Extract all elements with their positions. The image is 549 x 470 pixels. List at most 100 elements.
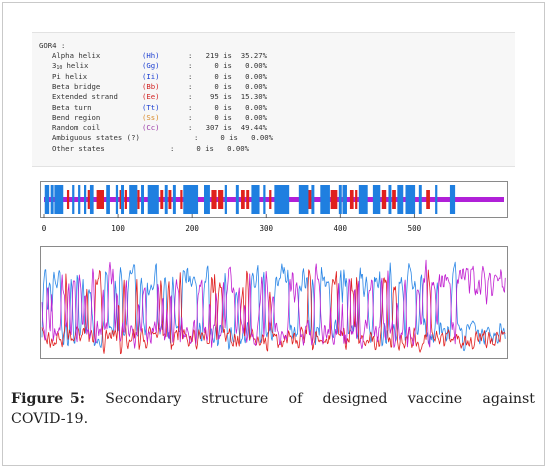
figure-caption: Figure 5: Secondary structure of designe… xyxy=(11,389,535,429)
helix-segment xyxy=(274,185,290,214)
helix-segment xyxy=(338,185,342,214)
helix-segment xyxy=(397,185,404,214)
gor-state-stats: : 0 is 0.00% xyxy=(188,71,268,81)
gor-state-stats: : 0 is 0.00% xyxy=(188,102,268,112)
helix-segment xyxy=(449,185,456,214)
strand-segment xyxy=(96,190,104,209)
helix-segment xyxy=(298,185,309,214)
helix-segment xyxy=(78,185,81,214)
strand-segment xyxy=(426,190,430,209)
helix-segment xyxy=(388,185,392,214)
gor-state-code: (Tt) xyxy=(142,102,160,112)
helix-segment xyxy=(115,185,119,214)
helix-segment xyxy=(372,185,381,214)
gor-state-stats: : 219 is 35.27% xyxy=(188,51,268,60)
strand-segment xyxy=(246,190,250,209)
gor-state-name-text: helix xyxy=(66,61,89,71)
gor-state-code: (Ee) xyxy=(142,92,160,102)
strand-segment xyxy=(381,190,387,209)
track-tick-label: 500 xyxy=(407,224,422,233)
helix-segment xyxy=(106,185,110,214)
strand-segment xyxy=(160,190,164,209)
helix310-prefix: 3 xyxy=(52,61,57,71)
strand-segment xyxy=(269,190,272,209)
helix-segment xyxy=(320,185,330,214)
gor-state-name: Ambiguous states (?) xyxy=(52,133,140,143)
coil-band xyxy=(44,197,504,202)
helix-segment xyxy=(235,185,239,214)
strand-segment xyxy=(137,190,140,209)
helix-segment xyxy=(251,185,260,214)
strand-segment xyxy=(87,190,90,209)
gor-state-code: (Hh) xyxy=(142,51,160,60)
strand-segment xyxy=(241,190,245,209)
gor-state-name: Extended strand xyxy=(52,92,118,102)
helix-segment xyxy=(342,185,347,214)
figure-caption-text: Secondary structure of designed vaccine … xyxy=(11,391,536,427)
strand-segment xyxy=(124,190,127,209)
helix-segment xyxy=(311,185,315,214)
helix-segment xyxy=(224,185,227,214)
helix-segment xyxy=(50,185,54,214)
gor-state-name: Random coil xyxy=(52,123,101,133)
track-tick-label: 0 xyxy=(41,224,47,233)
gor-state-name: Beta bridge xyxy=(52,81,101,91)
prediction-profile-plot xyxy=(40,246,508,359)
strand-probability-line xyxy=(41,269,506,355)
strand-segment xyxy=(349,190,354,209)
gor-state-name: 310 helix xyxy=(52,61,88,73)
gor-state-code: (Ss) xyxy=(142,112,160,122)
gor-state-name: Alpha helix xyxy=(52,51,101,60)
strand-segment xyxy=(307,190,312,209)
gor-state-name: Beta turn xyxy=(52,102,92,112)
helix-segment xyxy=(147,185,159,214)
strand-segment xyxy=(355,190,358,209)
helix-segment xyxy=(435,185,438,214)
gor-state-code: (Gg) xyxy=(142,61,160,71)
strand-segment xyxy=(330,190,338,209)
gor-state-stats: : 95 is 15.30% xyxy=(188,92,268,102)
helix-segment xyxy=(418,185,422,214)
gor-state-stats: : 0 is 0.00% xyxy=(188,112,268,122)
coil-probability-line xyxy=(41,259,506,349)
strand-segment xyxy=(218,190,224,209)
strand-segment xyxy=(180,190,183,209)
gor-state-code: (Bb) xyxy=(142,81,160,91)
helix-segment xyxy=(183,185,199,214)
gor-state-stats: : 0 is 0.00% xyxy=(188,61,268,71)
track-tick-label: 100 xyxy=(111,224,125,233)
gor4-results-panel: GOR4 : Alpha helix (Hh) : 219 is 35.27% 310… xyxy=(32,32,515,167)
track-tick-label: 300 xyxy=(259,224,273,233)
helix-segment xyxy=(164,185,168,214)
strand-segment xyxy=(392,190,396,209)
gor-state-name: Bend region xyxy=(52,112,101,122)
helix-segment xyxy=(172,185,176,214)
helix310-subscript: 10 xyxy=(56,65,63,72)
strand-segment xyxy=(168,190,172,209)
helix-segment xyxy=(84,185,87,214)
helix-segment xyxy=(358,185,368,214)
gor-state-code: (Cc) xyxy=(142,123,160,133)
gor-state-code: (Ii) xyxy=(142,71,160,81)
strand-segment xyxy=(211,190,217,209)
helix-segment xyxy=(204,185,210,214)
gor4-title: GOR4 : xyxy=(39,41,66,50)
strand-segment xyxy=(119,190,122,209)
helix-segment xyxy=(405,185,416,214)
helix-segment xyxy=(263,185,266,214)
helix-segment xyxy=(129,185,138,214)
gor-state-stats: : 0 is 0.00% xyxy=(188,81,268,91)
figure-label: Figure 5: xyxy=(11,391,85,407)
helix-segment xyxy=(89,185,94,214)
helix-segment xyxy=(141,185,144,214)
helix-segment xyxy=(72,185,75,214)
gor-state-stats: : 307 is 49.44% xyxy=(188,123,268,133)
strand-segment xyxy=(66,190,70,209)
track-tick-label: 400 xyxy=(333,224,348,233)
secondary-structure-track xyxy=(43,185,504,218)
helix-segment xyxy=(121,185,124,214)
gor-state-stats: : 0 is 0.00% xyxy=(194,133,274,143)
gor-state-stats: : 0 is 0.00% xyxy=(170,143,250,153)
gor-state-name: Pi helix xyxy=(52,71,88,81)
helix-segment xyxy=(44,185,50,214)
